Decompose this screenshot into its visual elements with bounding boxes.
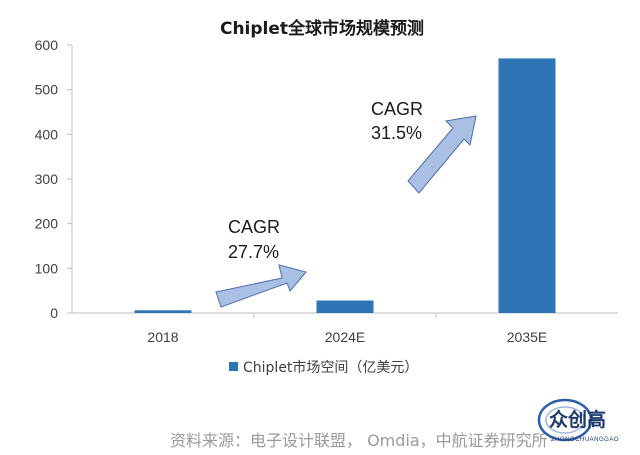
watermark-text: 众创高 xyxy=(549,408,606,431)
cagr-label-1: CAGR xyxy=(228,217,280,237)
source-text: 资料来源：电子设计联盟， Omdia，中航证券研究所 xyxy=(170,431,548,450)
watermark-subtext: ZHONGCHUANGGAO xyxy=(551,437,619,443)
cagr-arrow-1 xyxy=(215,264,307,308)
logo-ring xyxy=(537,398,593,442)
legend-label: Chiplet市场空间（亿美元） xyxy=(243,359,418,376)
watermark-logo: 众创高 ZHONGCHUANGGAO xyxy=(537,398,619,443)
bar-2024E xyxy=(316,300,374,313)
x-tick-label: 2018 xyxy=(147,329,178,345)
cagr-value-1: 27.7% xyxy=(228,242,279,262)
y-tick-label: 0 xyxy=(50,305,58,321)
y-tick-label: 100 xyxy=(35,260,59,276)
bars xyxy=(134,58,556,314)
y-tick-label: 600 xyxy=(35,37,59,53)
y-tick-label: 500 xyxy=(35,82,59,98)
x-tick-label: 2035E xyxy=(507,329,547,345)
cagr-label-2: CAGR xyxy=(371,99,423,119)
x-tick-labels: 2018 2024E 2035E xyxy=(147,313,547,345)
legend: Chiplet市场空间（亿美元） xyxy=(229,359,418,376)
legend-swatch xyxy=(229,362,238,371)
y-tick-label: 400 xyxy=(35,126,59,142)
bar-2018 xyxy=(134,310,192,313)
cagr-arrow-2 xyxy=(407,115,477,194)
chart-title: Chiplet全球市场规模预测 xyxy=(220,18,424,39)
x-tick-label: 2024E xyxy=(325,329,365,345)
y-tick-labels: 0 100 200 300 400 500 600 xyxy=(35,37,72,321)
bar-2035E xyxy=(498,58,556,314)
y-tick-label: 200 xyxy=(35,216,59,232)
logo-inner-ring xyxy=(545,406,585,434)
y-tick-label: 300 xyxy=(35,171,59,187)
cagr-value-2: 31.5% xyxy=(371,123,422,143)
